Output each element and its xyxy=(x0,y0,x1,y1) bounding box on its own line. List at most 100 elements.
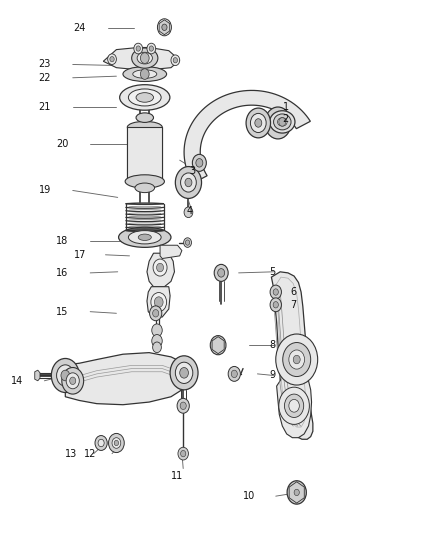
Circle shape xyxy=(285,394,304,417)
Ellipse shape xyxy=(136,113,153,123)
Circle shape xyxy=(180,368,188,378)
Circle shape xyxy=(66,373,79,389)
Circle shape xyxy=(228,367,240,381)
Text: 7: 7 xyxy=(290,300,297,310)
Circle shape xyxy=(196,159,203,167)
Circle shape xyxy=(255,119,262,127)
Text: 2: 2 xyxy=(283,114,289,124)
Circle shape xyxy=(149,46,153,51)
Circle shape xyxy=(218,269,225,277)
Circle shape xyxy=(175,362,193,383)
Ellipse shape xyxy=(136,93,153,102)
Text: 1: 1 xyxy=(283,102,289,112)
Circle shape xyxy=(109,433,124,453)
Circle shape xyxy=(289,399,299,412)
Circle shape xyxy=(185,240,190,245)
Ellipse shape xyxy=(128,89,161,106)
Circle shape xyxy=(156,263,163,272)
Ellipse shape xyxy=(119,227,171,247)
Ellipse shape xyxy=(138,234,151,240)
Ellipse shape xyxy=(123,67,166,82)
Circle shape xyxy=(152,310,159,317)
Circle shape xyxy=(98,439,104,447)
Polygon shape xyxy=(127,127,162,181)
Circle shape xyxy=(51,359,79,392)
Circle shape xyxy=(141,53,149,63)
Circle shape xyxy=(134,43,143,54)
Polygon shape xyxy=(184,91,311,183)
Polygon shape xyxy=(277,370,311,438)
Circle shape xyxy=(154,297,163,308)
Circle shape xyxy=(170,356,198,390)
Text: 9: 9 xyxy=(270,370,276,381)
Polygon shape xyxy=(276,277,305,427)
Circle shape xyxy=(210,336,226,355)
Circle shape xyxy=(114,440,119,446)
Circle shape xyxy=(178,447,188,460)
Circle shape xyxy=(157,19,171,36)
Text: 24: 24 xyxy=(74,23,86,34)
Ellipse shape xyxy=(274,114,291,130)
Text: 22: 22 xyxy=(39,73,51,83)
Ellipse shape xyxy=(137,52,152,64)
Text: 11: 11 xyxy=(171,472,183,481)
Circle shape xyxy=(57,365,74,386)
Circle shape xyxy=(112,438,121,448)
Polygon shape xyxy=(160,245,182,259)
Circle shape xyxy=(283,343,311,376)
Ellipse shape xyxy=(120,85,170,110)
Circle shape xyxy=(141,69,149,79)
Text: 3: 3 xyxy=(189,166,195,176)
Polygon shape xyxy=(159,20,170,35)
Polygon shape xyxy=(147,287,170,317)
Circle shape xyxy=(153,259,167,276)
Circle shape xyxy=(152,335,162,348)
Circle shape xyxy=(177,398,189,413)
Circle shape xyxy=(185,178,192,187)
Polygon shape xyxy=(272,272,313,439)
Circle shape xyxy=(161,23,168,31)
Circle shape xyxy=(108,54,117,64)
Circle shape xyxy=(152,324,162,337)
Text: 19: 19 xyxy=(39,185,51,196)
Text: 12: 12 xyxy=(84,449,96,458)
Circle shape xyxy=(273,302,279,308)
Circle shape xyxy=(110,56,114,62)
Circle shape xyxy=(270,285,282,299)
Circle shape xyxy=(289,350,304,369)
Ellipse shape xyxy=(133,70,157,78)
Circle shape xyxy=(61,370,70,381)
Circle shape xyxy=(214,264,228,281)
Circle shape xyxy=(70,377,76,384)
Circle shape xyxy=(293,356,300,364)
Circle shape xyxy=(273,289,279,295)
Text: 14: 14 xyxy=(11,376,23,386)
Circle shape xyxy=(180,173,196,192)
Circle shape xyxy=(152,342,161,353)
Ellipse shape xyxy=(135,183,155,192)
Circle shape xyxy=(290,485,303,500)
Circle shape xyxy=(294,489,299,496)
Circle shape xyxy=(180,402,186,409)
Ellipse shape xyxy=(265,111,291,135)
Text: 16: 16 xyxy=(56,268,68,278)
Circle shape xyxy=(184,207,193,217)
Ellipse shape xyxy=(126,230,164,231)
Circle shape xyxy=(287,481,306,504)
Text: 15: 15 xyxy=(56,306,68,317)
Circle shape xyxy=(147,43,155,54)
Circle shape xyxy=(151,293,166,312)
Text: 13: 13 xyxy=(65,449,77,458)
Circle shape xyxy=(276,334,318,385)
Circle shape xyxy=(231,370,237,377)
Circle shape xyxy=(192,155,206,171)
Text: 8: 8 xyxy=(270,340,276,350)
Circle shape xyxy=(150,306,162,321)
Text: 21: 21 xyxy=(39,102,51,112)
Circle shape xyxy=(136,46,141,51)
Polygon shape xyxy=(65,353,191,405)
Circle shape xyxy=(184,238,191,247)
Circle shape xyxy=(62,368,84,394)
Polygon shape xyxy=(35,370,40,381)
Polygon shape xyxy=(147,253,174,287)
